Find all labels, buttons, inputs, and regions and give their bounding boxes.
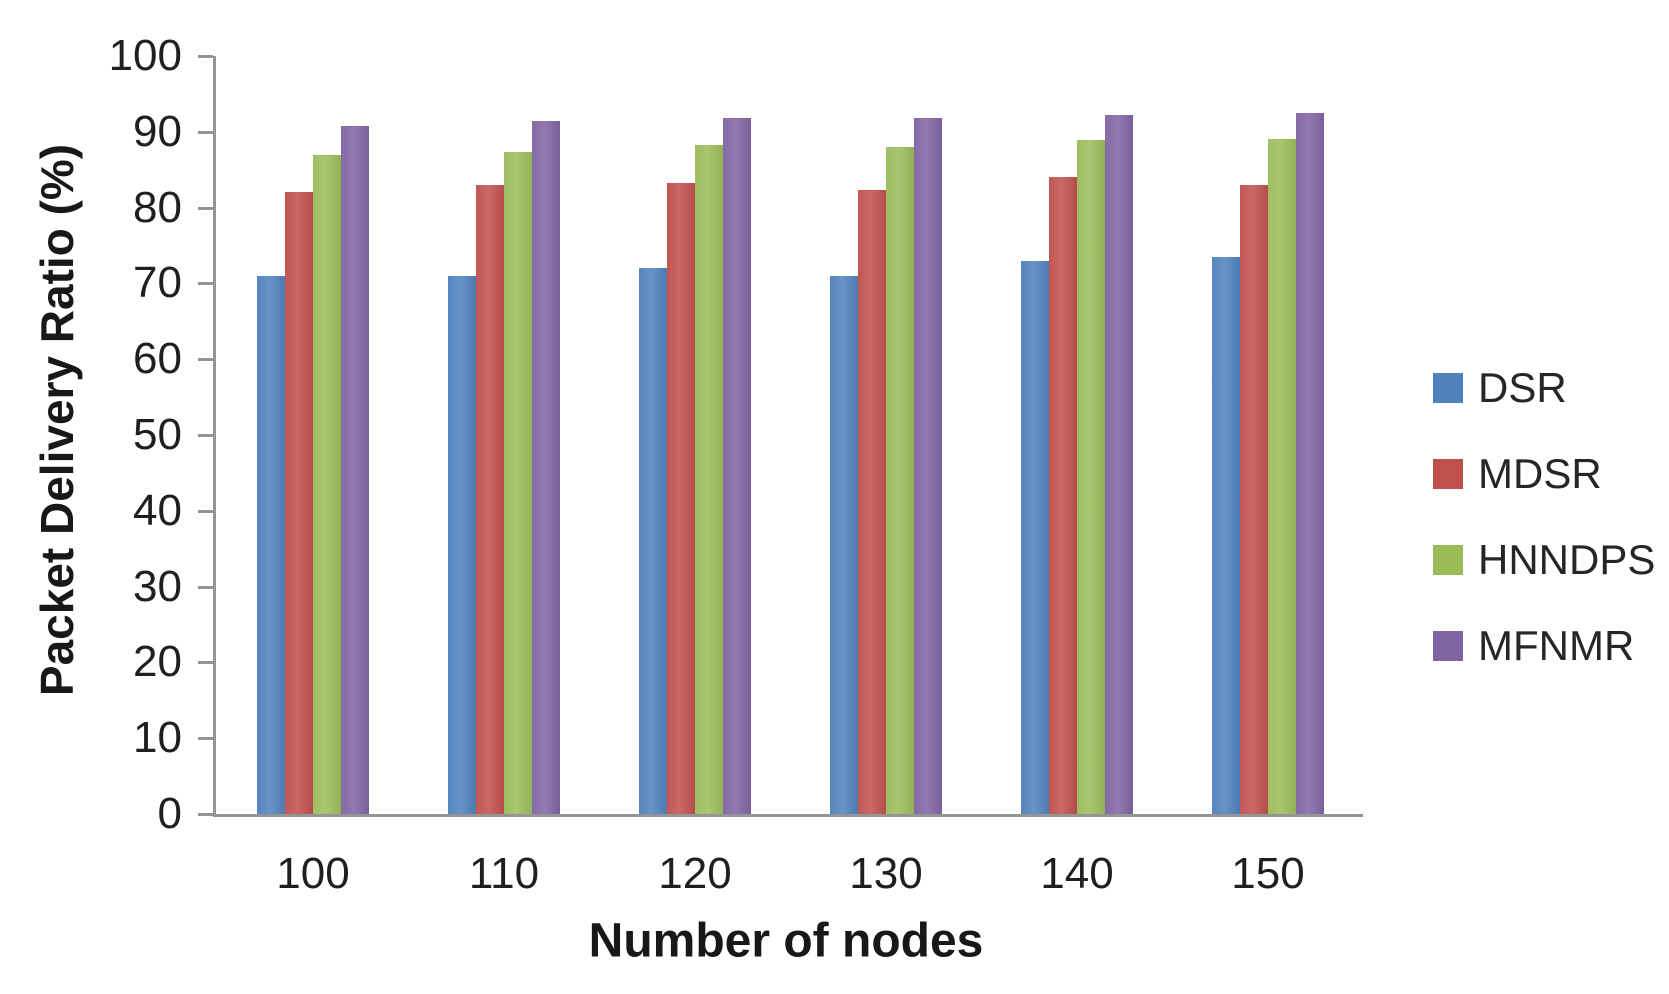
legend-label: DSR [1478,364,1567,411]
x-tick-label-100: 100 [276,849,350,898]
bar-mfnmr-140 [1105,115,1133,814]
legend-label: MFNMR [1478,622,1635,669]
bar-hnndps-150 [1268,139,1296,814]
bar-hnndps-120 [695,144,723,814]
bar-group-140 [1021,56,1133,814]
y-tick-label-10: 10 [133,713,182,763]
y-tick-mark-60 [198,358,213,362]
y-tick-label-0: 0 [157,789,182,838]
y-tick-label-20: 20 [133,637,182,687]
legend: DSR MDSR HNNDPS MFNMR [1433,364,1656,710]
legend-entry-hnndps: HNNDPS [1433,536,1656,583]
y-tick-mark-70 [198,282,213,286]
bar-dsr-120 [639,268,667,814]
x-axis-title: Number of nodes [588,914,984,968]
x-tick-label-110: 110 [468,849,540,898]
y-tick-label-80: 80 [133,182,182,232]
bar-mdsr-130 [858,190,886,814]
bar-mdsr-120 [667,182,695,814]
bar-dsr-130 [830,275,858,814]
y-tick-label-30: 30 [133,561,182,611]
plot-area [213,56,1363,817]
bar-mfnmr-110 [532,121,560,814]
y-tick-mark-50 [198,434,213,437]
bar-group-100 [257,56,369,814]
bar-group-130 [830,56,942,814]
y-tick-label-40: 40 [133,485,182,535]
bar-mfnmr-120 [723,118,751,814]
y-tick-label-90: 90 [133,106,182,156]
legend-entry-dsr: DSR [1433,364,1655,411]
legend-swatch-icon [1433,545,1463,575]
y-tick-mark-20 [198,661,213,665]
legend-label: HNNDPS [1478,536,1656,583]
bar-dsr-140 [1021,260,1049,814]
legend-entry-mfnmr: MFNMR [1433,622,1655,669]
y-tick-label-60: 60 [133,334,182,384]
x-tick-label-140: 140 [1040,849,1114,898]
bar-group-120 [639,56,751,814]
y-tick-mark-80 [198,206,213,210]
y-tick-mark-30 [198,585,213,589]
legend-swatch-icon [1433,459,1463,489]
bar-hnndps-140 [1077,140,1105,814]
bar-hnndps-110 [504,151,532,814]
legend-entry-mdsr: MDSR [1433,450,1655,497]
y-tick-mark-0 [198,813,213,816]
y-tick-label-70: 70 [133,258,182,308]
y-tick-label-100: 100 [108,31,182,80]
legend-swatch-icon [1433,631,1463,661]
bar-dsr-110 [448,275,476,814]
y-tick-mark-40 [198,509,213,513]
legend-swatch-icon [1433,373,1463,403]
bar-group-110 [448,56,560,814]
y-tick-mark-10 [198,737,213,741]
bar-mdsr-150 [1240,184,1268,814]
bar-group-150 [1212,56,1324,814]
x-tick-label-120: 120 [658,849,732,898]
bar-hnndps-130 [886,146,914,814]
bar-mfnmr-150 [1296,112,1324,814]
x-tick-label-150: 150 [1231,849,1305,898]
bar-mfnmr-130 [914,118,942,814]
bar-dsr-100 [257,275,285,814]
y-tick-label-50: 50 [133,410,182,459]
legend-label: MDSR [1478,450,1602,497]
bar-dsr-150 [1212,256,1240,814]
y-tick-mark-100 [198,55,213,58]
x-tick-label-130: 130 [849,849,923,898]
bar-mdsr-100 [285,192,313,814]
bar-hnndps-100 [313,154,341,814]
bar-mdsr-110 [476,184,504,814]
bar-mfnmr-100 [341,125,369,814]
y-tick-mark-90 [198,130,213,134]
bar-mdsr-140 [1049,177,1077,814]
